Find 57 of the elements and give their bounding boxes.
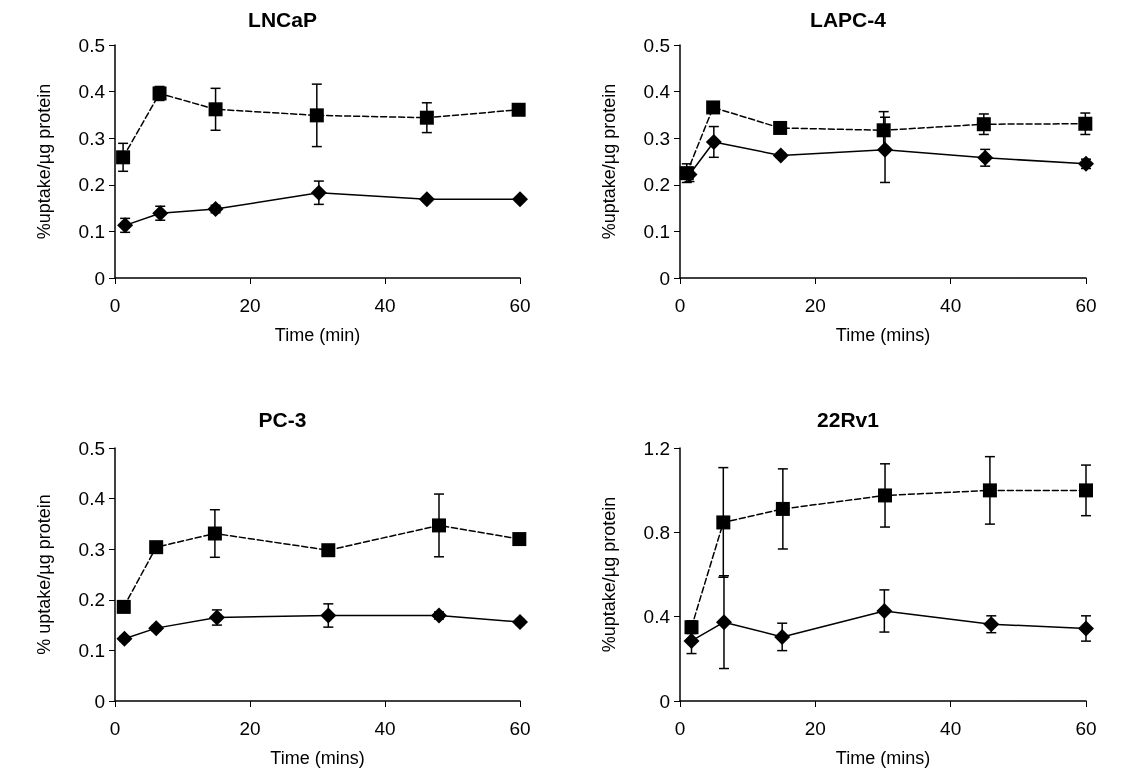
y-tick-label: 0.2: [78, 174, 105, 196]
x-tick-label: 60: [509, 295, 531, 316]
y-tick-label: 0.4: [643, 81, 671, 103]
point: [208, 102, 223, 117]
x-axis-title: Time (min): [274, 325, 361, 345]
x-tick-label: 60: [1075, 295, 1097, 316]
point: [1078, 116, 1093, 131]
y-tick-label: 0: [94, 690, 105, 712]
y-tick-label: 0.1: [78, 220, 105, 242]
y-tick-label: 0.5: [78, 437, 105, 459]
x-tick-label: 60: [1075, 718, 1097, 739]
y-tick-label: 0.4: [643, 606, 671, 628]
x-tick-label: 0: [109, 718, 121, 739]
y-tick-label: 0: [659, 267, 670, 289]
y-axis-title: % uptake/µg protein: [34, 494, 54, 655]
y-tick-label: 0.2: [643, 174, 670, 196]
x-tick-label: 20: [804, 718, 826, 739]
y-tick-label: 0.5: [78, 34, 105, 56]
x-axis-title: Time (mins): [835, 748, 931, 768]
y-tick-label: 0.8: [643, 521, 670, 543]
chart-title: LAPC-4: [810, 8, 887, 31]
x-tick-label: 40: [940, 718, 962, 739]
point: [418, 191, 435, 208]
x-tick-label: 20: [239, 718, 261, 739]
x-tick-label: 0: [674, 718, 686, 739]
point: [716, 515, 731, 530]
x-axis-title: Time (mins): [270, 748, 365, 768]
point: [683, 632, 700, 649]
y-tick-label: 0.3: [643, 127, 670, 149]
x-tick-label: 60: [509, 718, 531, 739]
chart-title: 22Rv1: [817, 408, 880, 431]
y-tick-label: 0.4: [78, 81, 106, 103]
y-tick-label: 0.5: [643, 34, 670, 56]
chart-title: LNCaP: [248, 8, 317, 31]
y-tick-label: 0.3: [78, 538, 105, 560]
x-tick-label: 20: [239, 295, 261, 316]
y-axis-title: %uptake/µg protein: [34, 83, 54, 240]
x-axis-title: Time (mins): [835, 325, 931, 345]
point: [321, 543, 336, 558]
x-tick-label: 0: [109, 295, 121, 316]
y-axis-title: %uptake/µg protein: [599, 496, 619, 653]
y-tick-label: 0.2: [78, 589, 105, 611]
y-tick-label: 0.4: [78, 488, 106, 510]
x-tick-label: 0: [674, 295, 686, 316]
point: [512, 532, 527, 547]
x-tick-label: 40: [374, 718, 396, 739]
x-tick-label: 20: [804, 295, 826, 316]
y-tick-label: 0.1: [78, 639, 105, 661]
y-axis-title: %uptake/µg protein: [599, 83, 619, 240]
x-tick-label: 40: [940, 295, 962, 316]
x-tick-label: 40: [374, 295, 396, 316]
y-tick-label: 0: [94, 267, 105, 289]
chart-title: PC-3: [258, 408, 307, 431]
y-tick-label: 1.2: [643, 437, 670, 459]
y-tick-label: 0: [659, 690, 670, 712]
y-tick-label: 0.1: [643, 220, 670, 242]
y-tick-label: 0.3: [78, 127, 105, 149]
